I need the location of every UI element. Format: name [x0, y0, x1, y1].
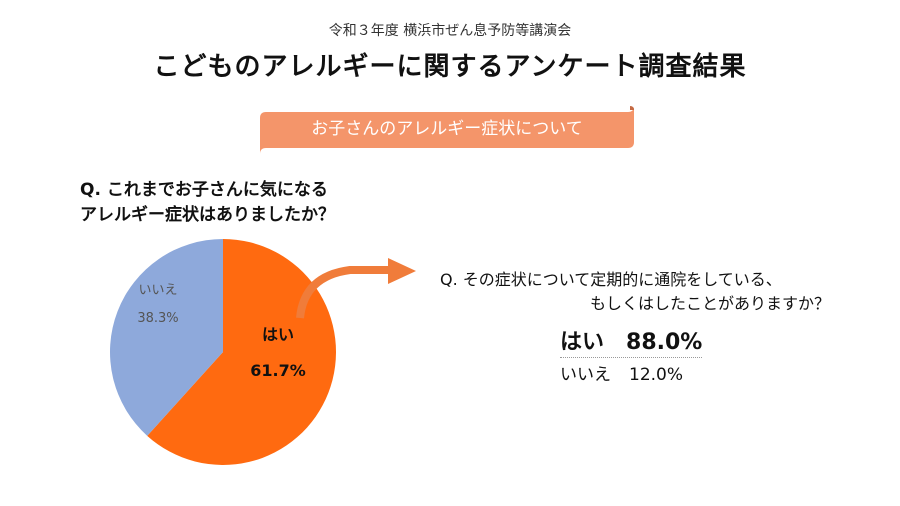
pie-chart: はい 61.7% いいえ 38.3% [110, 239, 336, 465]
answer-yes-label: はい [560, 330, 605, 355]
question-1-line1: Q. これまでお子さんに気になる [80, 180, 328, 200]
curved-arrow-icon [296, 258, 416, 319]
question-1: Q. これまでお子さんに気になる アレルギー症状はありましたか？ [80, 178, 410, 228]
section-banner: お子さんのアレルギー症状について [258, 106, 636, 154]
pie-slice-no [110, 239, 223, 436]
question-2: Q. その症状について定期的に通院をしている、 もしくはしたことがありますか？ [440, 268, 880, 316]
answer-no-value: 12.0% [629, 365, 684, 385]
answer-yes: はい 88.0% [560, 324, 703, 358]
pie-slice-yes [147, 239, 336, 465]
banner-label: お子さんのアレルギー症状について [311, 119, 583, 139]
pie-label-category-no: いいえ [138, 283, 177, 298]
subtitle: 令和３年度 横浜市ぜん息予防等講演会 [328, 23, 572, 39]
question-1-line2: アレルギー症状はありましたか？ [80, 205, 335, 225]
pie-label-category-yes: はい [262, 325, 294, 344]
banner-scroll-shape [260, 106, 634, 154]
pie-label-value-yes: 61.7% [250, 361, 306, 380]
pie-label-value-no: 38.3% [137, 311, 178, 326]
question-2-line1: Q. その症状について定期的に通院をしている、 [440, 270, 782, 289]
question-2-line2: もしくはしたことがありますか？ [590, 294, 831, 313]
question-2-answers: はい 88.0% いいえ 12.0% [560, 324, 880, 385]
page-title: こどものアレルギーに関するアンケート調査結果 [153, 52, 747, 82]
answer-no-label: いいえ [560, 365, 611, 385]
answer-no: いいえ 12.0% [560, 360, 880, 385]
answer-yes-value: 88.0% [626, 330, 703, 355]
